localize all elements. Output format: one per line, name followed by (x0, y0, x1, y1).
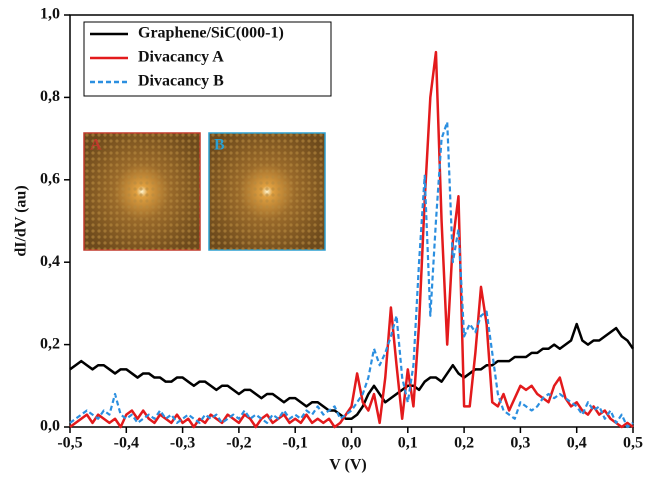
x-tick-label: -0,5 (57, 435, 82, 452)
x-tick-label: -0,4 (114, 435, 139, 452)
x-tick-label: -0,1 (283, 435, 308, 452)
y-tick-label: 1,0 (40, 6, 60, 23)
chart: A B V (V) dI/dV (au) 0,0 0,2 0,4 0,6 0,8 1,0 -… (0, 0, 669, 490)
x-tick-label: 0,3 (510, 435, 530, 452)
inset-b: B (209, 133, 325, 250)
x-tick-label: 0,5 (623, 435, 643, 452)
y-axis-label: dI/dV (au) (13, 185, 30, 256)
x-tick-label: 0,1 (398, 435, 418, 452)
y-tick-label: 0,2 (40, 335, 60, 352)
inset-label: A (90, 137, 102, 154)
legend-label: Graphene/SiC(000-1) (138, 25, 284, 42)
x-tick-label: 0,2 (454, 435, 474, 452)
x-tick-label: 0,4 (567, 435, 587, 452)
legend-label: Divacancy A (138, 49, 224, 66)
legend-label: Divacancy B (138, 73, 224, 90)
inset-label: B (214, 137, 225, 154)
x-axis-label: V (V) (329, 457, 366, 474)
inset-a: A (84, 133, 200, 250)
y-tick-label: 0,6 (40, 170, 60, 187)
x-tick-label: -0,3 (170, 435, 195, 452)
y-tick-label: 0,0 (40, 418, 60, 435)
x-tick-label: -0,2 (226, 435, 251, 452)
y-tick-label: 0,4 (40, 253, 60, 270)
y-tick-label: 0,8 (40, 88, 60, 105)
x-tick-label: 0,0 (342, 435, 362, 452)
